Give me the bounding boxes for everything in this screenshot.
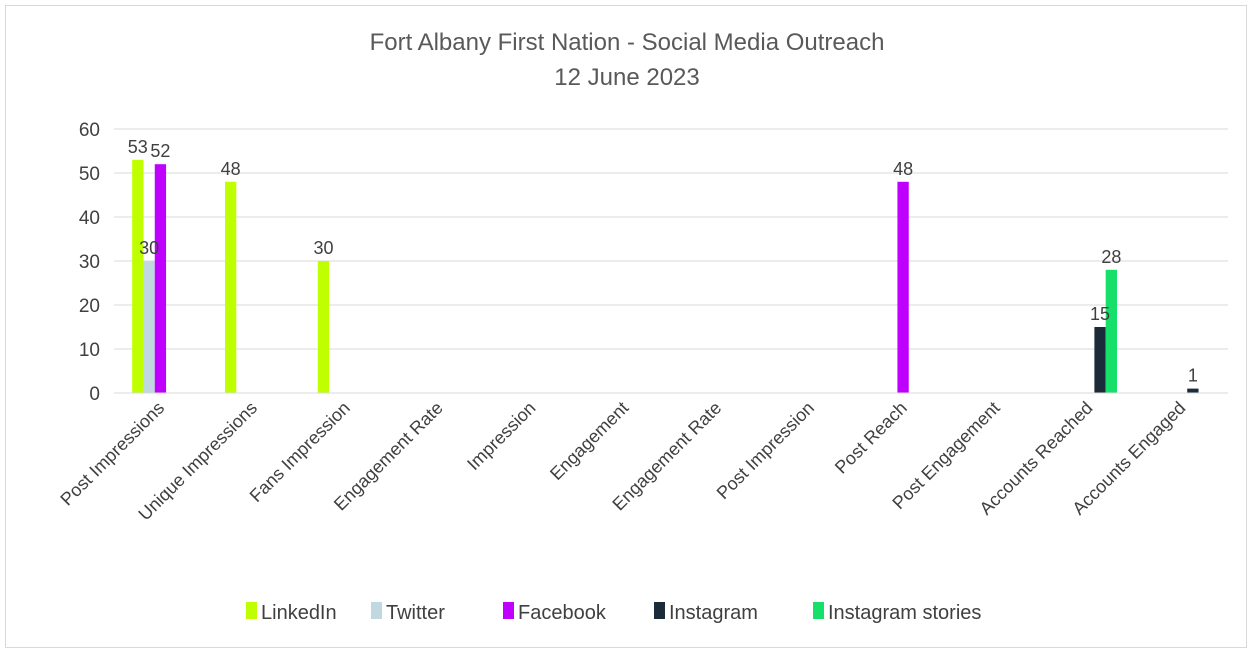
category-label: Impression <box>463 398 539 474</box>
legend-label: Instagram <box>669 602 758 624</box>
bar-linkedin <box>132 160 143 393</box>
y-tick-label: 50 <box>79 164 100 185</box>
bar-instagram <box>1094 327 1105 393</box>
data-label: 1 <box>1188 366 1198 386</box>
gridlines <box>114 129 1228 393</box>
y-tick-label: 0 <box>89 384 100 405</box>
bar-linkedin <box>225 182 236 393</box>
y-tick-label: 40 <box>79 208 100 229</box>
category-label: Post Reach <box>831 398 911 478</box>
legend-label: Instagram stories <box>828 602 981 624</box>
data-label: 30 <box>313 238 333 258</box>
chart-frame: Fort Albany First Nation - Social Media … <box>5 5 1247 648</box>
legend-swatch-instagram-stories <box>813 602 824 619</box>
bar-instagram <box>1187 389 1198 393</box>
y-tick-label: 60 <box>79 120 100 141</box>
bar-chart: Fort Albany First Nation - Social Media … <box>6 6 1248 649</box>
y-tick-label: 30 <box>79 252 100 273</box>
data-label: 53 <box>128 137 148 157</box>
legend-label: LinkedIn <box>261 602 337 624</box>
data-label: 48 <box>893 159 913 179</box>
legend-swatch-linkedin <box>246 602 257 619</box>
chart-subtitle: 12 June 2023 <box>554 64 699 91</box>
legend-label: Twitter <box>386 602 445 624</box>
y-tick-label: 10 <box>79 340 100 361</box>
y-tick-label: 20 <box>79 296 100 317</box>
data-label: 30 <box>139 238 159 258</box>
bar-instagram-stories <box>1106 270 1117 393</box>
data-label: 52 <box>150 141 170 161</box>
data-label: 15 <box>1090 304 1110 324</box>
legend-swatch-twitter <box>371 602 382 619</box>
legend-label: Facebook <box>518 602 607 624</box>
bar-linkedin <box>318 261 329 393</box>
data-label: 48 <box>221 159 241 179</box>
bars <box>132 160 1198 393</box>
category-label: Engagement <box>546 398 632 484</box>
chart-title: Fort Albany First Nation - Social Media … <box>370 29 885 56</box>
bar-facebook <box>155 164 166 393</box>
category-label: Post Impression <box>713 398 818 503</box>
category-label: Fans Impression <box>246 398 354 506</box>
legend: LinkedIn Twitter Facebook Instagram Instagra… <box>246 602 981 624</box>
legend-swatch-facebook <box>503 602 514 619</box>
legend-swatch-instagram <box>654 602 665 619</box>
bar-facebook <box>897 182 908 393</box>
bar-twitter <box>143 261 154 393</box>
data-label: 28 <box>1101 247 1121 267</box>
y-axis: 0 10 20 30 40 50 60 <box>79 120 100 405</box>
